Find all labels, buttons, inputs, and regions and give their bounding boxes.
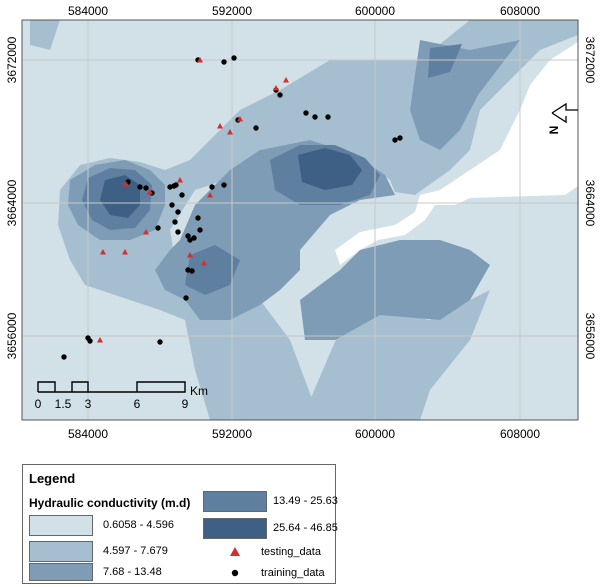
conductivity-zone-class2 [30,20,60,50]
testing-point [217,123,223,129]
scale-unit: Km [190,384,208,398]
conductivity-zone-class3 [300,240,490,340]
training-point [172,219,178,225]
training-point [175,229,181,235]
scale-label: 6 [134,397,141,411]
conductivity-zone-class4 [185,245,240,295]
testing-point [227,129,233,135]
training-point [221,59,227,65]
scale-label: 0 [35,397,42,411]
testing-point [123,181,129,187]
y-tick-right: 3672000 [583,37,597,84]
x-tick-bottom: 600000 [355,427,395,441]
legend-swatch [203,491,267,512]
testing-point [201,260,207,266]
training-point [197,227,203,233]
scale-label: 3 [85,397,92,411]
legend-subtitle: Hydraulic conductivity (m.d) [29,496,191,510]
legend: Legend Hydraulic conductivity (m.d) 0.60… [22,464,338,584]
testing-point [177,177,183,183]
scale-label: 9 [182,397,189,411]
north-label: N [547,126,561,135]
legend-swatch [29,515,93,536]
legend-label: 25.64 - 46.85 [273,522,338,534]
legend-swatch [29,541,93,562]
scale-bar: 0 1.5 3 6 9 Km [35,381,208,411]
conductivity-zone-class5 [100,175,140,218]
training-point [312,114,318,120]
training-point [231,55,237,61]
x-tick-bottom: 592000 [212,427,252,441]
testing-data-points [97,57,289,343]
conductivity-zone-class5 [298,148,362,190]
legend-label: 13.49 - 25.63 [273,495,338,507]
y-tick-left: 3672000 [5,36,19,83]
training-point [169,202,175,208]
training-point [175,209,181,215]
sea-area [335,42,578,265]
training-point [303,110,309,116]
training-point [187,237,193,243]
x-tick-bottom: 608000 [500,427,540,441]
legend-title: Legend [29,471,76,486]
training-point [185,233,191,239]
testing-point [122,249,128,255]
y-tick-left: 3656000 [5,312,19,359]
training-point [392,137,398,143]
testing-point [97,337,103,343]
testing-point [207,192,213,198]
map-panel [21,19,579,421]
training-point [209,184,215,190]
training-point [137,184,143,190]
testing-point [197,57,203,63]
dot-icon [231,569,239,577]
legend-swatch [29,563,93,581]
north-arrow-icon: N [547,102,578,135]
x-tick-top: 584000 [68,4,108,18]
x-tick-top: 608000 [500,4,540,18]
training-point [173,182,179,188]
training-point [277,92,283,98]
training-point [253,125,259,131]
testing-point [237,116,243,122]
x-tick-bottom: 584000 [68,427,108,441]
training-point [167,184,173,190]
training-point [87,338,93,344]
y-tick-right: 3664000 [583,180,597,227]
testing-point [187,252,193,258]
graticule [22,20,578,420]
training-point [61,354,67,360]
legend-label: 4.597 - 7.679 [103,545,168,557]
training-point [325,114,331,120]
testing-point [100,249,106,255]
legend-label: 7.68 - 13.48 [103,566,162,578]
training-point [155,225,161,231]
conductivity-zone-class4 [428,44,462,78]
legend-label: 0.6058 - 4.596 [103,519,174,531]
training-point [191,235,197,241]
testing-point [273,85,279,91]
training-point [189,268,195,274]
scale-label: 1.5 [55,397,72,411]
training-point [143,185,149,191]
legend-label: training_data [261,567,325,579]
training-point [397,135,403,141]
y-tick-right: 3656000 [583,313,597,360]
training-point [183,295,189,301]
training-point [221,182,227,188]
x-tick-top: 600000 [355,4,395,18]
training-point [157,339,163,345]
x-tick-top: 592000 [212,4,252,18]
testing-point [147,189,153,195]
legend-swatch [203,518,267,539]
testing-point [283,77,289,83]
testing-point [143,229,149,235]
triangle-icon [230,547,240,556]
legend-label: testing_data [261,546,321,558]
training-point [179,192,185,198]
training-point [195,215,201,221]
y-tick-left: 3664000 [5,179,19,226]
